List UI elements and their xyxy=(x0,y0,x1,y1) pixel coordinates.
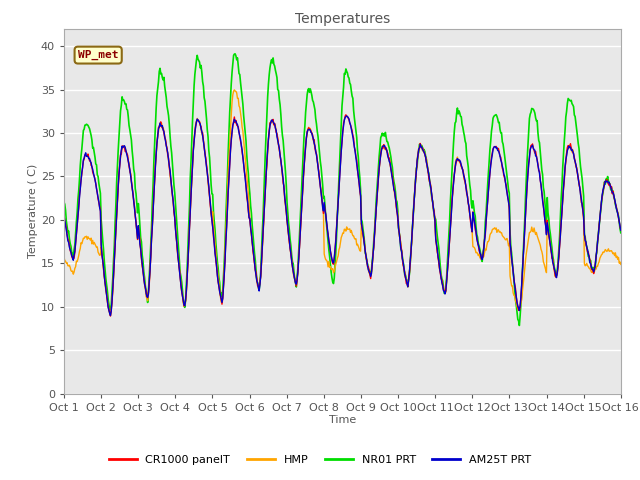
Y-axis label: Temperature ( C): Temperature ( C) xyxy=(28,164,38,258)
Title: Temperatures: Temperatures xyxy=(295,12,390,26)
Legend: CR1000 panelT, HMP, NR01 PRT, AM25T PRT: CR1000 panelT, HMP, NR01 PRT, AM25T PRT xyxy=(104,451,536,469)
X-axis label: Time: Time xyxy=(329,415,356,425)
Text: WP_met: WP_met xyxy=(78,50,118,60)
